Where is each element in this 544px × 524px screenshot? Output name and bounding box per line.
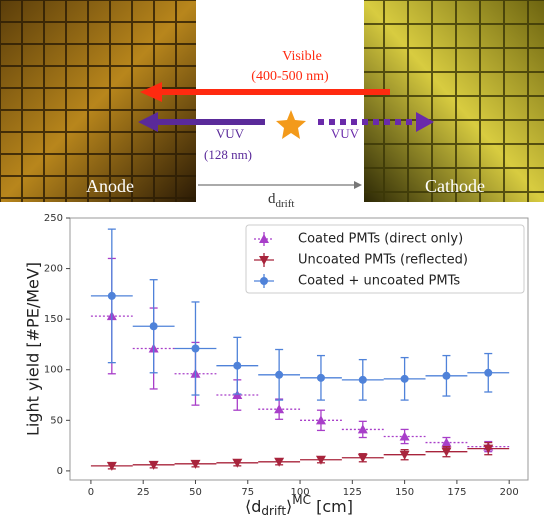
marker [259,256,269,265]
label: Visible [282,49,322,64]
x-axis-label-part: ⟨d [245,497,261,516]
marker [274,404,285,414]
marker [107,291,116,300]
marker [274,457,285,467]
y-axis-label: Light yield [#PE/MeV] [24,262,43,436]
label: d [268,191,276,207]
anode-photo [0,0,196,202]
marker [316,373,325,382]
x-axis-label-part: MC [292,493,311,507]
marker [106,461,117,471]
cathode-photo [364,0,544,202]
x-axis-label: ⟨ddrift⟩MC [cm] [245,493,353,518]
marker [441,447,452,457]
marker [149,322,158,331]
marker [399,431,410,441]
label: Anode [86,176,134,196]
y-tick-label: 100 [44,365,63,376]
x-tick-label: 50 [189,487,202,498]
x-tick-label: 25 [137,487,150,498]
star [276,110,306,139]
drift-arrowhead [354,181,362,189]
marker [357,424,368,434]
marker [190,459,201,469]
x-tick-label: 200 [500,487,519,498]
marker [315,415,326,425]
visible-arrowhead [140,82,162,102]
legend-box [245,224,525,294]
marker [275,370,284,379]
x-tick-label: 150 [395,487,414,498]
legend-label: Coated PMTs (direct only) [298,232,463,247]
marker [232,458,243,468]
label: Cathode [425,176,485,196]
y-tick-label: 50 [50,415,63,426]
label: VUV [331,126,360,141]
marker [148,460,159,470]
marker [358,375,367,384]
marker [484,368,493,377]
vuv-dotted-arrowhead [416,112,434,132]
x-tick-label: 100 [290,487,309,498]
marker [260,277,268,285]
y-tick-label: 150 [44,314,63,325]
marker [441,437,452,447]
x-tick-label: 175 [447,487,466,498]
marker [315,455,326,465]
marker [400,374,409,383]
label: (128 nm) [204,147,252,162]
legend-label: Coated + uncoated PMTs [298,274,460,289]
legend-label: Uncoated PMTs (reflected) [298,253,468,268]
marker [399,450,410,460]
marker [442,371,451,380]
plot-frame [69,217,529,481]
label: drift [276,198,295,210]
y-tick-label: 200 [44,264,63,275]
marker [357,453,368,463]
x-axis-label-part: drift [261,504,286,518]
marker [483,444,494,454]
y-tick-label: 250 [44,213,63,224]
marker [233,361,242,370]
x-tick-label: 75 [241,487,254,498]
vuv-arrowhead [138,112,158,132]
marker [259,234,269,243]
y-tick-label: 0 [57,466,63,477]
label: ddrift [268,191,294,209]
x-axis-label-part: [cm] [311,497,353,516]
label: (400-500 nm) [251,69,329,84]
marker [191,344,200,353]
label: VUV [216,126,245,141]
x-axis-label-part: ⟩ [286,497,292,516]
x-tick-label: 0 [88,487,94,498]
x-tick-label: 125 [343,487,362,498]
plot: 0 50 100 150 200 250 0 25 50 75 100 125 150 175 200 Coa… [44,213,525,498]
